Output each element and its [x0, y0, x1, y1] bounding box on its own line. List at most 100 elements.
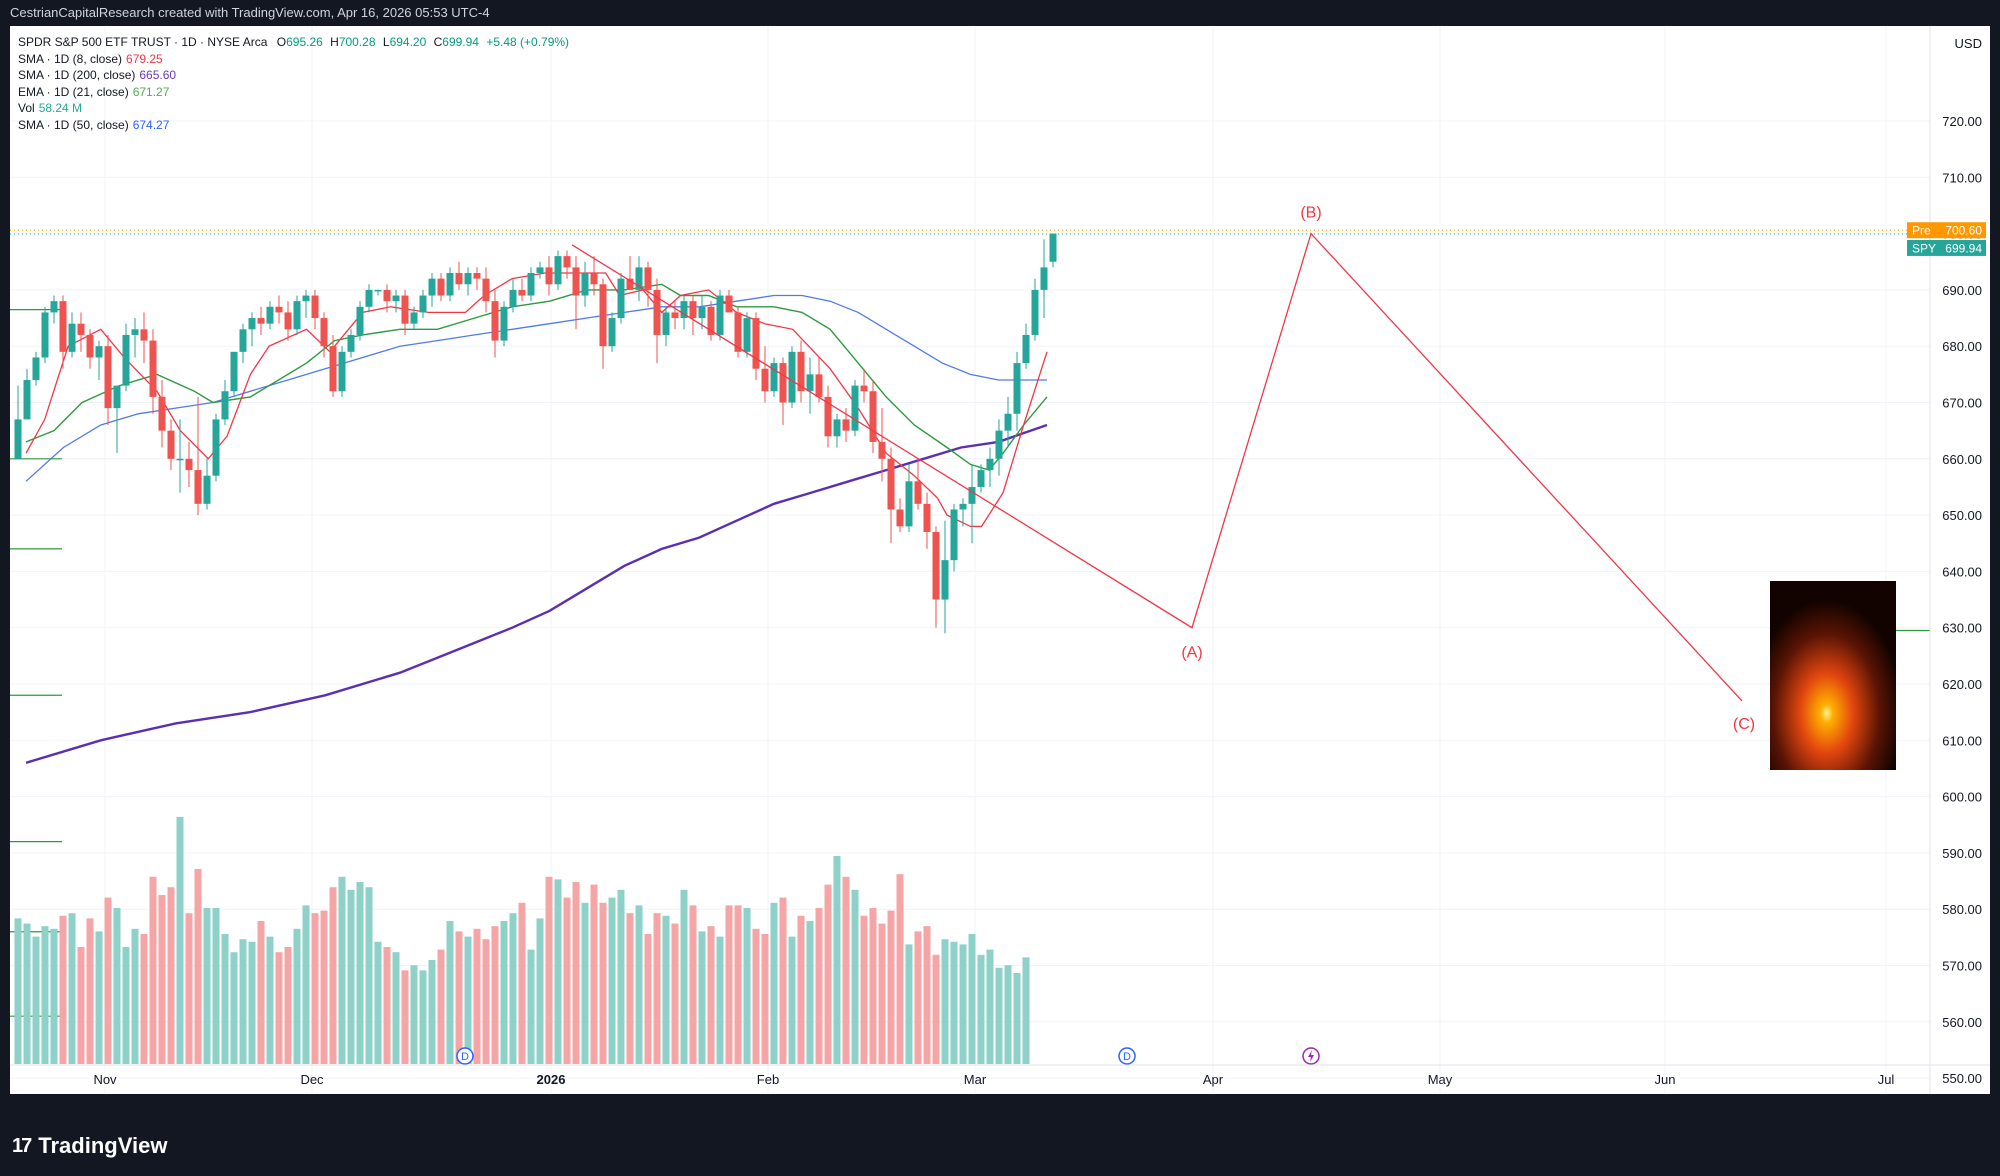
- candle-body: [554, 256, 562, 285]
- ema21-line: [25, 283, 1048, 471]
- candle-body: [437, 278, 445, 296]
- volume-bar: [563, 897, 571, 1064]
- volume-bar: [275, 952, 283, 1064]
- candle-body: [266, 306, 274, 324]
- elliott-wave-lines[interactable]: (A) (B) (C): [571, 205, 1896, 770]
- volume-bar: [131, 928, 139, 1064]
- volume-bar: [779, 897, 787, 1064]
- volume-bar: [212, 908, 220, 1064]
- volume-bar: [1022, 957, 1030, 1064]
- candle-body: [320, 318, 328, 347]
- price-tick-label: 710.00: [1942, 170, 1982, 185]
- legend-vol[interactable]: Vol 58.24 M: [18, 100, 569, 117]
- candle-body: [311, 295, 319, 319]
- candle-body: [239, 329, 247, 352]
- candle-body: [392, 295, 400, 302]
- volume-bar: [896, 874, 904, 1064]
- volume-bar: [140, 934, 148, 1064]
- candle-body: [698, 306, 706, 319]
- candles: [10, 229, 1930, 634]
- volume-bar: [311, 913, 319, 1064]
- candle-body: [455, 273, 463, 285]
- candle-body: [1049, 233, 1057, 262]
- price-tick-label: 690.00: [1942, 283, 1982, 298]
- volume-bar: [662, 915, 670, 1064]
- legend-sma200[interactable]: SMA · 1D (200, close) 665.60: [18, 67, 569, 84]
- price-tick-label: 590.00: [1942, 846, 1982, 861]
- candle-body: [212, 419, 220, 476]
- legend-ema21[interactable]: EMA · 1D (21, close) 671.27: [18, 84, 569, 101]
- candle-body: [230, 351, 238, 392]
- lightning-icon: [1302, 1047, 1320, 1065]
- candle-body: [716, 295, 724, 335]
- volume-bar: [491, 926, 499, 1064]
- attribution-bar: CestrianCapitalResearch created with Tra…: [0, 0, 2000, 26]
- volume-bar: [644, 934, 652, 1064]
- volume-bar: [986, 949, 994, 1064]
- candle-body: [896, 509, 904, 527]
- candle-body: [1022, 334, 1030, 364]
- candle-body: [221, 391, 229, 420]
- volume-bar: [626, 913, 634, 1064]
- candle-body: [95, 346, 103, 358]
- candle-body: [995, 430, 1003, 459]
- candle-body: [563, 256, 571, 268]
- volume-bar: [554, 879, 562, 1064]
- candle-body: [725, 295, 733, 313]
- volume-bar: [41, 926, 49, 1064]
- candle-body: [374, 289, 382, 292]
- volume-bar: [914, 931, 922, 1064]
- volume-bar: [590, 884, 598, 1064]
- volume-bar: [266, 936, 274, 1064]
- legend-symbol-row[interactable]: SPDR S&P 500 ETF TRUST · 1D · NYSE Arca …: [18, 34, 569, 51]
- volume-bar: [419, 970, 427, 1064]
- volume-bar: [329, 887, 337, 1064]
- legend-sma8[interactable]: SMA · 1D (8, close) 679.25: [18, 51, 569, 68]
- time-tick-label: Feb: [757, 1072, 779, 1087]
- volume-bar: [806, 921, 814, 1064]
- candle-body: [869, 391, 877, 442]
- candle-body: [302, 295, 310, 302]
- candle-body: [914, 481, 922, 504]
- candle-body: [770, 363, 778, 392]
- volume-bar: [689, 905, 697, 1064]
- price-chart[interactable]: (A)(B)(C) DD 720.00710.00700.00690.00680…: [10, 26, 1990, 1142]
- candle-body: [707, 306, 715, 335]
- candle-body: [779, 363, 787, 403]
- candle-body: [743, 318, 751, 352]
- candle-body: [923, 503, 931, 532]
- candle-body: [248, 318, 256, 330]
- volume-bar: [869, 908, 877, 1064]
- tradingview-brand[interactable]: 17 TradingView: [12, 1133, 167, 1159]
- volume-bar: [194, 869, 202, 1064]
- candle-body: [806, 374, 814, 392]
- candle-body: [68, 323, 76, 352]
- candle-body: [1004, 413, 1012, 431]
- lightning-bolt: [1308, 1050, 1314, 1062]
- candle-body: [590, 273, 598, 285]
- volume-bar: [230, 952, 238, 1064]
- volume-bar: [833, 856, 841, 1064]
- candle-body: [509, 289, 517, 307]
- volume-bar: [698, 931, 706, 1064]
- volume-bar: [500, 921, 508, 1064]
- sma200-line: [25, 423, 1048, 764]
- candle-body: [176, 458, 184, 461]
- legend-sma50[interactable]: SMA · 1D (50, close) 674.27: [18, 117, 569, 134]
- sma200-value: 665.60: [139, 68, 177, 82]
- open-label: O: [276, 35, 287, 49]
- candle-body: [338, 351, 346, 392]
- candle-body: [104, 346, 112, 409]
- close-value: 699.94: [442, 35, 479, 49]
- sma8-value: 679.25: [126, 51, 163, 66]
- volume-bar: [338, 876, 346, 1064]
- candle-body: [275, 306, 283, 313]
- axes: 720.00710.00700.00690.00680.00670.00660.…: [10, 26, 1990, 1142]
- volume-bar: [248, 941, 256, 1064]
- candle-body: [977, 470, 985, 487]
- chart-panel[interactable]: (A)(B)(C) DD 720.00710.00700.00690.00680…: [10, 26, 1990, 1142]
- brand-name: TradingView: [38, 1133, 168, 1158]
- volume-bar: [365, 887, 373, 1064]
- candle-body: [329, 346, 337, 392]
